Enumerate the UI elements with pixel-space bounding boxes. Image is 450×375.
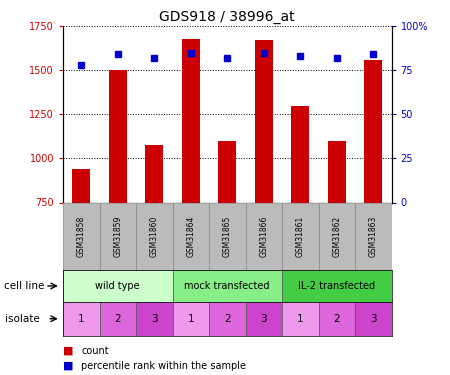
Bar <box>291 106 310 202</box>
Text: 1: 1 <box>78 314 85 324</box>
Bar <box>72 169 90 202</box>
Text: 3: 3 <box>370 314 377 324</box>
Text: 1: 1 <box>297 314 304 324</box>
Text: GSM31861: GSM31861 <box>296 216 305 257</box>
Text: GSM31858: GSM31858 <box>77 216 86 257</box>
Bar <box>136 302 172 336</box>
Text: ■: ■ <box>63 361 73 370</box>
Text: GSM31865: GSM31865 <box>223 216 232 257</box>
Bar <box>218 141 236 202</box>
Text: wild type: wild type <box>95 281 140 291</box>
Bar <box>209 302 246 336</box>
Bar <box>282 270 392 302</box>
Text: IL-2 transfected: IL-2 transfected <box>298 281 375 291</box>
Bar <box>319 302 355 336</box>
Text: GSM31862: GSM31862 <box>332 216 341 257</box>
Text: percentile rank within the sample: percentile rank within the sample <box>81 361 246 370</box>
Text: GSM31864: GSM31864 <box>186 216 195 257</box>
Bar <box>63 302 99 336</box>
Bar <box>282 302 319 336</box>
Bar <box>319 202 355 270</box>
Bar <box>209 202 246 270</box>
Bar <box>172 302 209 336</box>
Bar <box>255 40 273 203</box>
Bar <box>246 202 282 270</box>
Text: count: count <box>81 346 108 355</box>
Bar <box>99 302 136 336</box>
Bar <box>63 202 99 270</box>
Bar <box>145 145 163 202</box>
Bar <box>282 202 319 270</box>
Text: GSM31866: GSM31866 <box>259 216 268 257</box>
Text: 2: 2 <box>224 314 230 324</box>
Text: GSM31860: GSM31860 <box>150 216 159 257</box>
Bar <box>364 60 382 202</box>
Bar <box>172 270 282 302</box>
Bar <box>136 202 172 270</box>
Text: mock transfected: mock transfected <box>184 281 270 291</box>
Text: 2: 2 <box>333 314 340 324</box>
Bar <box>182 39 200 203</box>
Bar <box>328 141 346 202</box>
Text: isolate: isolate <box>4 314 39 324</box>
Text: 1: 1 <box>188 314 194 324</box>
Text: ■: ■ <box>63 346 73 355</box>
Text: GSM31863: GSM31863 <box>369 216 378 257</box>
Bar <box>108 70 127 202</box>
Bar <box>355 302 392 336</box>
Text: 3: 3 <box>151 314 157 324</box>
Bar <box>246 302 282 336</box>
Text: GSM31859: GSM31859 <box>113 216 122 257</box>
Bar <box>172 202 209 270</box>
Bar <box>99 202 136 270</box>
Text: 3: 3 <box>261 314 267 324</box>
Text: cell line: cell line <box>4 281 45 291</box>
Text: 2: 2 <box>114 314 121 324</box>
Title: GDS918 / 38996_at: GDS918 / 38996_at <box>159 10 295 24</box>
Bar <box>63 270 172 302</box>
Bar <box>355 202 392 270</box>
